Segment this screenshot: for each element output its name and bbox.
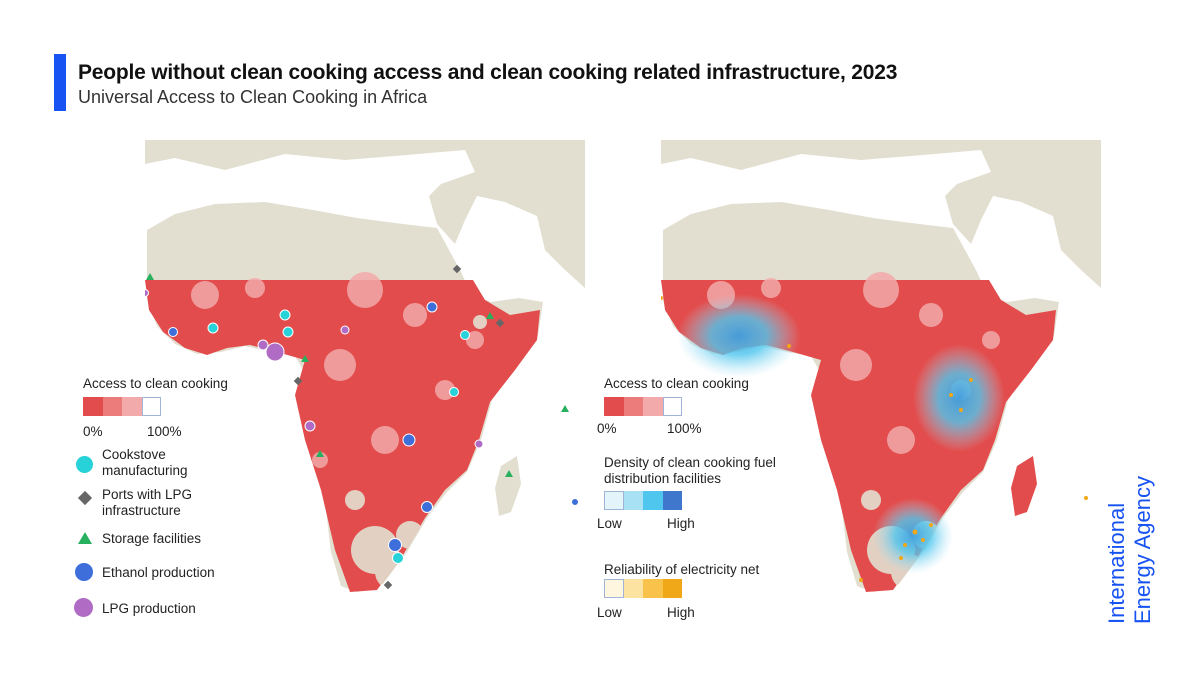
legend-reliability-swatch-2 — [623, 579, 643, 598]
infrastructure-points — [145, 264, 579, 590]
legend-density-title: Density of clean cooking fuel distributi… — [604, 455, 776, 486]
legend-ethanol-icon — [75, 563, 93, 581]
legend-left-access-swatch-3 — [122, 397, 142, 416]
legend-cookstove-label: Cookstove manufacturing — [102, 447, 188, 478]
legend-left-access-swatch-2 — [102, 397, 122, 416]
legend-left-access-swatch-1 — [83, 397, 103, 416]
legend-right-access-swatch-4 — [662, 397, 682, 416]
map-density-reliability — [661, 140, 1101, 610]
legend-reliability-scale — [604, 579, 682, 598]
legend-left-access-swatch-4 — [141, 397, 161, 416]
legend-right-access-scale — [604, 397, 682, 416]
legend-left-access-title: Access to clean cooking — [83, 376, 228, 391]
africa-map-right — [661, 140, 1101, 592]
africa-map-left — [145, 140, 585, 592]
legend-ethanol-label: Ethanol production — [102, 565, 215, 580]
legend-density-min: Low — [597, 516, 622, 531]
legend-left-access-scale — [83, 397, 161, 416]
legend-right-access-swatch-2 — [623, 397, 643, 416]
iea-logo: International Energy Agency — [1100, 462, 1160, 626]
reliability-points — [661, 296, 1088, 582]
legend-reliability-swatch-3 — [643, 579, 663, 598]
legend-left-access-min: 0% — [83, 424, 103, 439]
legend-density-swatch-4 — [662, 491, 682, 510]
legend-lpg-production-icon — [74, 598, 93, 617]
legend-lpg-port-icon — [77, 490, 93, 506]
legend-right-access-title: Access to clean cooking — [604, 376, 749, 391]
legend-storage-icon — [78, 532, 92, 544]
landmass-europe-arabia-right — [661, 140, 1101, 288]
legend-right-access-swatch-1 — [604, 397, 624, 416]
legend-lpg-production-label: LPG production — [102, 601, 196, 616]
legend-density-swatch-3 — [643, 491, 663, 510]
legend-reliability-title: Reliability of electricity net — [604, 562, 760, 577]
legend-reliability-swatch-1 — [604, 579, 624, 598]
density-hotspots — [677, 294, 1005, 574]
legend-storage-label: Storage facilities — [102, 531, 202, 546]
legend-lpg-port-label: Ports with LPG infrastructure — [102, 487, 193, 518]
legend-cookstove-icon — [76, 456, 93, 473]
no-access-region — [145, 272, 540, 592]
legend-right-access-swatch-3 — [643, 397, 663, 416]
chart-subtitle: Universal Access to Clean Cooking in Afr… — [78, 87, 428, 107]
legend-right-access-max: 100% — [667, 421, 702, 436]
legend-density-swatch-2 — [623, 491, 643, 510]
logo-line1: International — [1104, 503, 1129, 624]
legend-right-access-min: 0% — [597, 421, 617, 436]
legend-density-max: High — [667, 516, 695, 531]
logo-line2: Energy Agency — [1130, 476, 1155, 624]
legend-density-swatch-1 — [604, 491, 624, 510]
chart-title: People without clean cooking access and … — [78, 61, 898, 84]
legend-reliability-min: Low — [597, 605, 622, 620]
legend-reliability-max: High — [667, 605, 695, 620]
landmass-europe-arabia — [145, 140, 585, 288]
legend-density-scale — [604, 491, 682, 510]
map-infrastructure — [145, 140, 585, 610]
legend-left-access-max: 100% — [147, 424, 182, 439]
title-accent-bar — [54, 54, 66, 111]
legend-reliability-swatch-4 — [662, 579, 682, 598]
